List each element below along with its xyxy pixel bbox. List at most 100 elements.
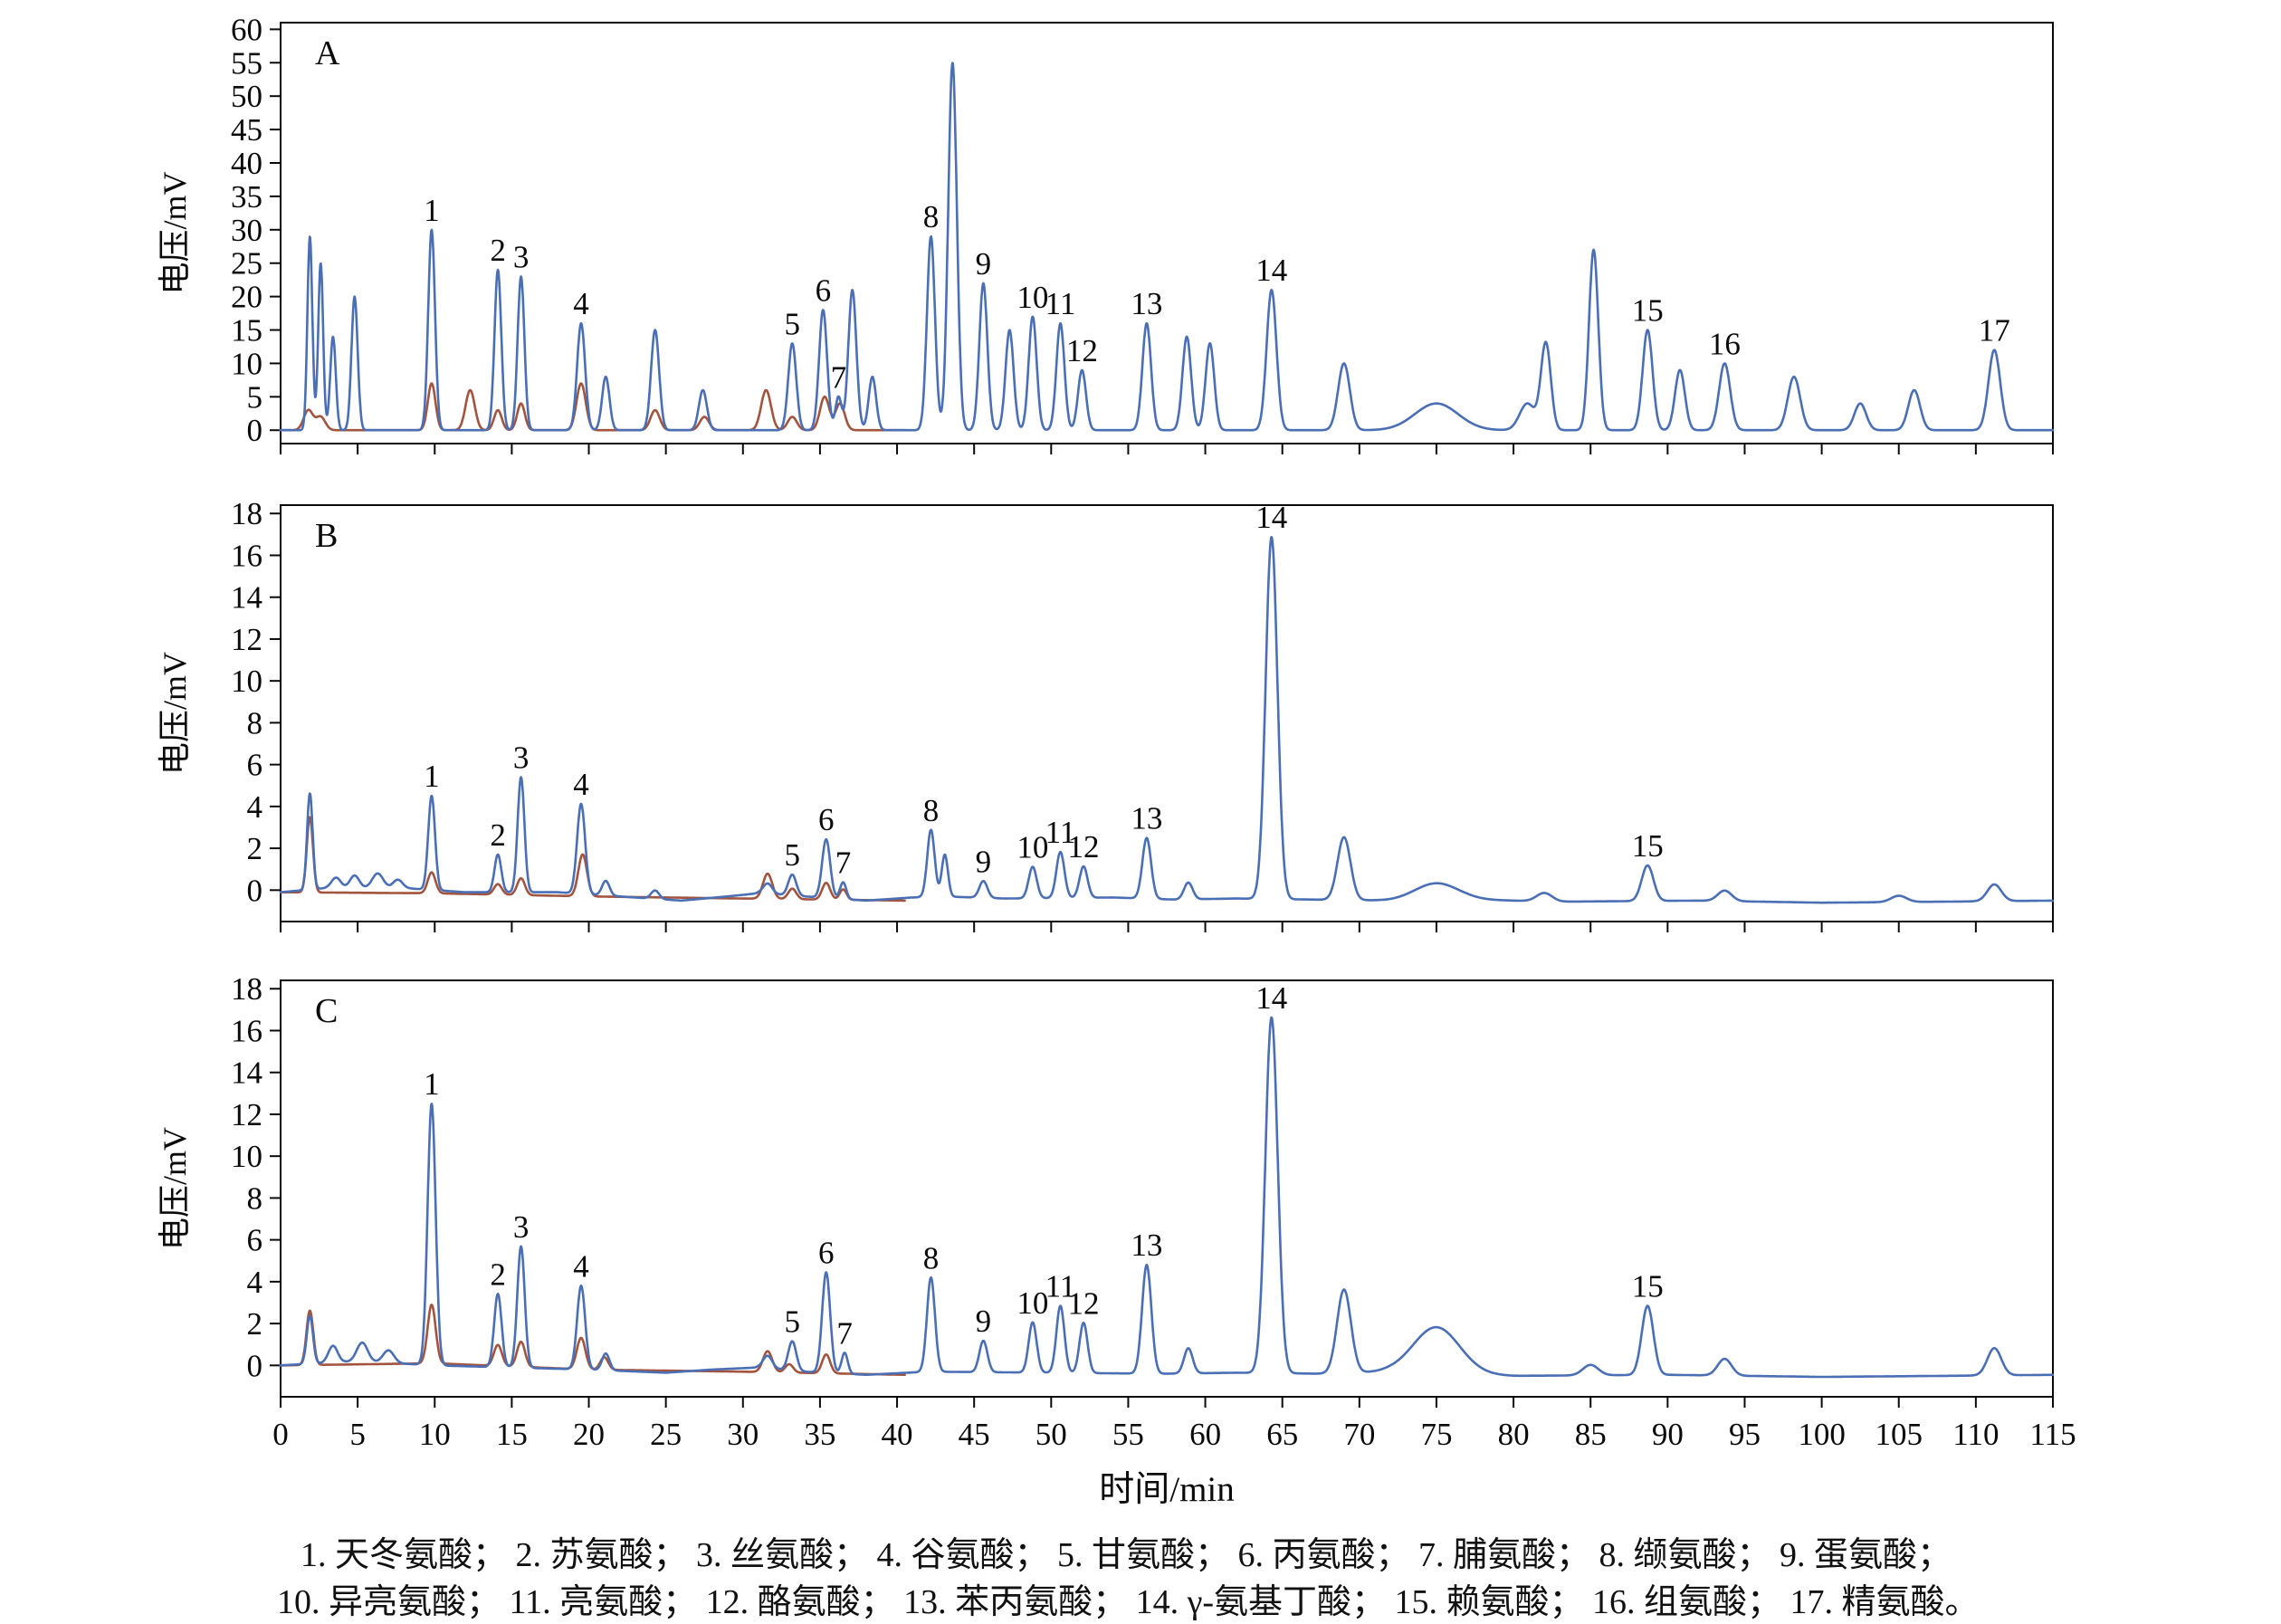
peak-label-3: 3 — [513, 740, 530, 776]
y-tick-label: 25 — [231, 246, 262, 282]
y-tick-label: 14 — [231, 1056, 262, 1091]
panel-letter: B — [315, 517, 338, 555]
y-tick-label: 14 — [231, 580, 262, 616]
y-tick-label: 20 — [231, 280, 262, 315]
y-tick-label: 16 — [231, 1013, 262, 1048]
peak-label-11: 11 — [1045, 286, 1076, 321]
axis-frame — [280, 979, 2054, 1398]
panel-letter: A — [315, 34, 340, 72]
x-tick-label: 90 — [1652, 1417, 1684, 1452]
x-tick-label: 55 — [1112, 1417, 1144, 1452]
y-tick-label: 45 — [231, 112, 262, 148]
sample-blue-trace — [279, 536, 2055, 904]
x-tick-label: 50 — [1036, 1417, 1067, 1452]
x-tick-label: 85 — [1575, 1417, 1607, 1452]
sample-brown-trace — [279, 1304, 906, 1376]
peak-label-2: 2 — [490, 1256, 506, 1292]
peak-label-4: 4 — [573, 286, 589, 321]
peak-label-6: 6 — [818, 1236, 835, 1271]
x-axis-title: 时间/min — [1099, 1470, 1235, 1509]
caption-line-1: 1. 天冬氨酸； 2. 苏氨酸； 3. 丝氨酸； 4. 谷氨酸； 5. 甘氨酸；… — [301, 1536, 1952, 1574]
y-tick-label: 40 — [231, 146, 262, 181]
peak-label-5: 5 — [785, 1304, 801, 1340]
peak-label-15: 15 — [1632, 828, 1664, 864]
figure-caption: 1. 天冬氨酸； 2. 苏氨酸； 3. 丝氨酸； 4. 谷氨酸； 5. 甘氨酸；… — [0, 1532, 1980, 1624]
y-tick-label: 10 — [231, 1139, 262, 1174]
peak-label-11: 11 — [1045, 815, 1076, 850]
peak-label-5: 5 — [785, 837, 801, 873]
x-tick-label: 30 — [727, 1417, 759, 1452]
x-tick-label: 80 — [1498, 1417, 1530, 1452]
x-tick-label: 20 — [573, 1417, 605, 1452]
x-tick-label: 5 — [349, 1417, 366, 1452]
peak-label-15: 15 — [1632, 1269, 1664, 1304]
y-axis-title: 电压/mV — [157, 171, 193, 294]
peak-label-9: 9 — [976, 246, 992, 282]
peak-label-6: 6 — [816, 272, 832, 308]
panel-c: 024681012141618123456789101112131415C电压/… — [157, 971, 2055, 1408]
y-tick-label: 12 — [231, 1097, 262, 1132]
peak-label-2: 2 — [490, 233, 506, 268]
y-tick-label: 18 — [231, 496, 262, 531]
peak-label-1: 1 — [424, 193, 440, 228]
peak-label-10: 10 — [1016, 280, 1048, 315]
peak-label-11: 11 — [1045, 1269, 1076, 1304]
peak-label-5: 5 — [785, 306, 801, 341]
sample-blue-trace — [279, 1016, 2055, 1379]
x-tick-label: 110 — [1952, 1417, 1999, 1452]
peak-label-10: 10 — [1016, 830, 1048, 865]
y-axis-title: 电压/mV — [157, 1127, 193, 1250]
x-tick-label: 40 — [882, 1417, 913, 1452]
peak-label-13: 13 — [1131, 1228, 1162, 1263]
peak-label-13: 13 — [1131, 286, 1162, 321]
x-tick-label: 65 — [1266, 1417, 1298, 1452]
panel-letter: C — [315, 992, 338, 1030]
peak-label-13: 13 — [1131, 801, 1162, 836]
peak-label-14: 14 — [1255, 500, 1287, 535]
peak-label-8: 8 — [923, 793, 940, 828]
y-tick-label: 15 — [231, 313, 262, 349]
x-tick-label: 0 — [272, 1417, 289, 1452]
peak-label-12: 12 — [1068, 1285, 1100, 1321]
x-tick-label: 70 — [1343, 1417, 1375, 1452]
peak-label-1: 1 — [424, 759, 440, 794]
x-tick-label: 15 — [496, 1417, 528, 1452]
y-axis-title: 电压/mV — [157, 652, 193, 775]
peak-label-7: 7 — [836, 1315, 853, 1351]
peak-label-10: 10 — [1016, 1285, 1048, 1321]
x-tick-label: 75 — [1420, 1417, 1452, 1452]
sample-blue-trace — [279, 62, 2055, 432]
y-tick-label: 0 — [247, 413, 263, 448]
y-tick-label: 2 — [247, 1306, 263, 1342]
y-tick-label: 8 — [247, 705, 263, 740]
x-tick-label: 105 — [1875, 1417, 1923, 1452]
y-tick-label: 2 — [247, 831, 263, 866]
peak-label-4: 4 — [573, 1248, 589, 1284]
peak-label-15: 15 — [1632, 293, 1664, 329]
y-tick-label: 6 — [247, 1223, 263, 1258]
y-tick-label: 18 — [231, 971, 262, 1007]
peak-label-17: 17 — [1979, 313, 2010, 349]
peak-label-14: 14 — [1255, 253, 1287, 288]
x-tick-label: 115 — [2029, 1417, 2076, 1452]
y-tick-label: 50 — [231, 79, 262, 114]
x-tick-label: 60 — [1189, 1417, 1221, 1452]
peak-label-9: 9 — [976, 1304, 992, 1339]
y-tick-label: 5 — [247, 379, 263, 415]
y-tick-label: 30 — [231, 213, 262, 248]
y-tick-label: 0 — [247, 873, 263, 908]
y-tick-label: 6 — [247, 748, 263, 783]
peak-label-6: 6 — [818, 802, 835, 837]
y-tick-label: 35 — [231, 179, 262, 215]
peak-label-3: 3 — [513, 1209, 530, 1245]
y-tick-label: 10 — [231, 664, 262, 699]
x-tick-label: 25 — [650, 1417, 682, 1452]
sample-brown-trace — [279, 382, 906, 432]
caption-line-2: 10. 异亮氨酸； 11. 亮氨酸； 12. 酪氨酸； 13. 苯丙氨酸； 14… — [277, 1583, 1980, 1621]
peak-label-4: 4 — [573, 767, 589, 802]
y-tick-label: 4 — [247, 789, 263, 825]
